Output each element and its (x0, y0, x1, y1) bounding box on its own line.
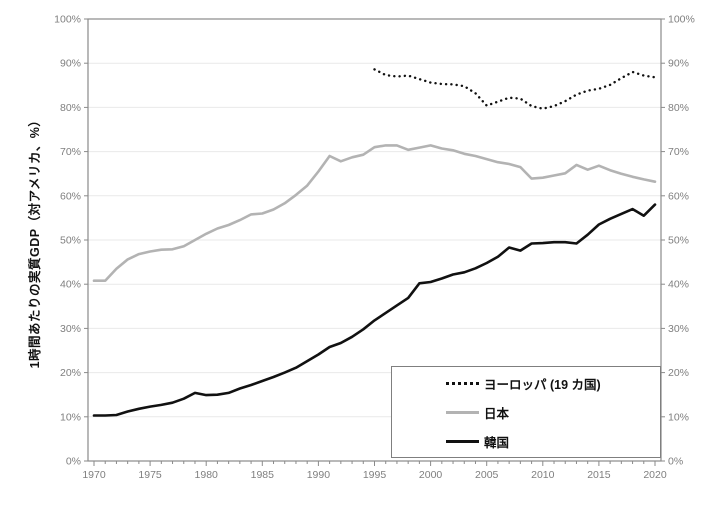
x-tick-label: 1985 (251, 469, 275, 481)
x-tick-label: 1990 (307, 469, 331, 481)
x-tick-label: 2005 (475, 469, 499, 481)
y-tick-label-left: 100% (54, 14, 81, 26)
legend-item-europe: ヨーロッパ (19 カ国) (392, 369, 660, 398)
y-tick-label-right: 20% (668, 367, 689, 379)
y-tick-label-right: 40% (668, 279, 689, 291)
y-tick-label-left: 60% (60, 190, 81, 202)
legend: ヨーロッパ (19 カ国) 日本 韓国 (391, 366, 661, 458)
y-tick-label-left: 30% (60, 323, 81, 335)
y-tick-label-right: 50% (668, 235, 689, 247)
x-tick-label: 1970 (82, 469, 106, 481)
series-line-korea (92, 203, 657, 417)
legend-item-korea: 韓国 (392, 427, 660, 456)
y-tick-label-left: 70% (60, 146, 81, 158)
legend-label-europe: ヨーロッパ (19 カ国) (484, 378, 601, 392)
japan-line-swatch (446, 411, 479, 414)
y-tick-label-left: 90% (60, 58, 81, 70)
x-tick-label: 1980 (195, 469, 219, 481)
y-tick-label-right: 90% (668, 58, 689, 70)
x-tick-label: 2015 (587, 469, 611, 481)
y-tick-label-right: 80% (668, 102, 689, 114)
y-tick-label-left: 10% (60, 411, 81, 423)
x-tick-label: 2000 (419, 469, 443, 481)
x-tick-label: 1975 (138, 469, 162, 481)
y-tick-label-left: 0% (66, 456, 81, 468)
y-tick-label-right: 10% (668, 411, 689, 423)
y-tick-label-left: 20% (60, 367, 81, 379)
legend-item-japan: 日本 (392, 398, 660, 427)
y-axis-title: 1時間あたりの実質GDP（対アメリカ、%） (28, 113, 42, 369)
y-tick-label-right: 0% (668, 456, 683, 468)
y-tick-label-left: 80% (60, 102, 81, 114)
legend-label-korea: 韓国 (484, 436, 510, 450)
y-tick-label-right: 100% (668, 14, 695, 26)
legend-label-japan: 日本 (484, 407, 510, 421)
europe-dotted-line-swatch (446, 382, 479, 385)
y-tick-label-right: 60% (668, 190, 689, 202)
y-tick-label-right: 30% (668, 323, 689, 335)
x-tick-label: 1995 (363, 469, 387, 481)
series-line-europe (373, 68, 657, 110)
y-tick-label-left: 40% (60, 279, 81, 291)
korea-line-swatch (446, 440, 479, 443)
series-line-japan (92, 144, 657, 283)
x-tick-label: 2010 (531, 469, 555, 481)
x-tick-label: 2020 (643, 469, 667, 481)
y-tick-label-left: 50% (60, 235, 81, 247)
y-tick-label-right: 70% (668, 146, 689, 158)
